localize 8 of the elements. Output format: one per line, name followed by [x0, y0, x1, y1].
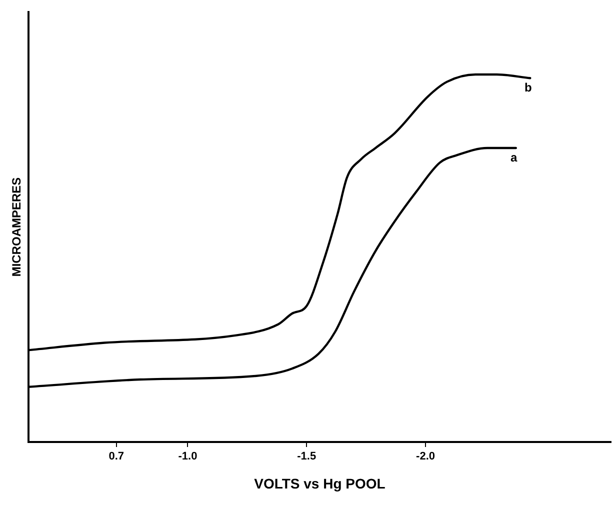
x-tick-label: -1.5 — [297, 450, 316, 463]
x-axis-title: VOLTS vs Hg POOL — [254, 475, 386, 492]
y-axis-title: MICROAMPERES — [10, 177, 24, 277]
x-tick-label: -2.0 — [416, 450, 436, 463]
x-tick-label: -1.0 — [178, 450, 198, 463]
x-tick-label: 0.7 — [108, 450, 124, 463]
series-label: b — [524, 80, 532, 94]
series-label: a — [510, 150, 518, 164]
